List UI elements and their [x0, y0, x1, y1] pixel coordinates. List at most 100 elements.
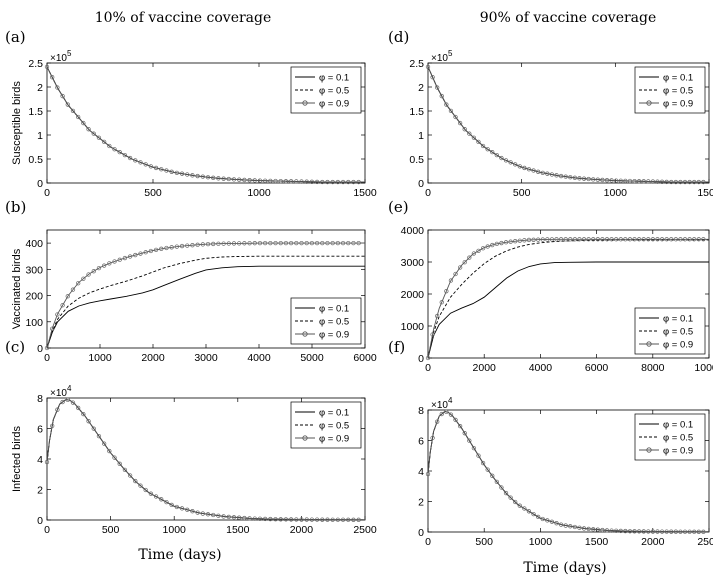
- series-point: [195, 242, 200, 247]
- series-point: [471, 135, 477, 140]
- series-point: [231, 515, 237, 520]
- series-point: [517, 503, 522, 508]
- series-point: [503, 490, 509, 496]
- series-point: [133, 252, 138, 258]
- series-point: [211, 175, 216, 180]
- series-point: [325, 517, 330, 522]
- series-point: [536, 514, 541, 520]
- series-point: [600, 527, 605, 533]
- series-point: [664, 179, 669, 185]
- series-point: [577, 237, 582, 242]
- series-point: [273, 240, 278, 246]
- series-point: [435, 419, 440, 424]
- series-point: [91, 131, 96, 136]
- y-tick-label: 2: [37, 485, 43, 497]
- series-point: [44, 459, 50, 465]
- series-point: [485, 467, 490, 472]
- legend-label: φ = 0.5: [663, 327, 693, 338]
- series-point: [91, 426, 96, 431]
- series-point: [485, 244, 490, 249]
- series-point: [526, 167, 532, 172]
- series-point: [531, 237, 536, 242]
- series-point: [673, 529, 678, 534]
- series-point: [568, 524, 573, 529]
- series-point: [430, 332, 435, 337]
- series-point: [508, 495, 513, 500]
- x-tick-label: 500: [144, 187, 162, 199]
- series-point: [143, 162, 148, 167]
- x-tick-label: 0: [44, 352, 50, 364]
- y-tick-label: 1.5: [28, 106, 43, 118]
- x-tick-label: 1500: [226, 524, 250, 536]
- x-tick-label: 2500: [697, 536, 713, 548]
- series-point: [701, 179, 706, 185]
- series-point: [122, 467, 128, 473]
- series-point: [351, 179, 356, 185]
- series-point: [586, 526, 591, 532]
- series-point: [117, 150, 122, 155]
- series-point: [148, 491, 154, 496]
- series-point: [304, 240, 309, 246]
- series-point: [211, 512, 216, 518]
- series-point: [425, 355, 431, 361]
- series-point: [107, 143, 112, 149]
- legend: φ = 0.1 φ = 0.5 φ = 0.9: [290, 401, 362, 449]
- axis-exponent: ×105: [431, 49, 453, 64]
- series-point: [205, 512, 211, 517]
- series-point: [50, 75, 55, 80]
- series-point: [549, 172, 555, 177]
- axis-exponent-power: 4: [448, 396, 453, 405]
- series-point: [304, 179, 309, 184]
- series-point: [299, 240, 304, 246]
- series-point: [86, 419, 91, 424]
- series-point: [618, 528, 623, 534]
- series-point: [499, 155, 504, 161]
- series-point: [462, 431, 467, 436]
- y-tick-label: 4: [418, 466, 424, 478]
- series-point: [356, 517, 361, 522]
- series-point: [572, 175, 578, 180]
- x-tick-label: 3000: [194, 352, 218, 364]
- series-point: [522, 238, 527, 243]
- series-point: [531, 511, 536, 517]
- series-point: [682, 179, 688, 185]
- legend: φ = 0.1 φ = 0.5 φ = 0.9: [634, 307, 706, 355]
- y-tick-label: 100: [25, 317, 43, 329]
- series-point: [226, 241, 231, 246]
- series-point: [467, 131, 472, 136]
- series-point: [623, 237, 628, 242]
- series-point: [86, 127, 91, 132]
- series-point: [138, 160, 143, 165]
- x-tick-label: 2000: [290, 524, 314, 536]
- series-point: [174, 504, 180, 510]
- series-point: [309, 517, 315, 522]
- series-point: [659, 179, 665, 184]
- series-point: [540, 516, 545, 522]
- series-point: [346, 240, 351, 246]
- axis-exponent-power: 5: [448, 49, 453, 58]
- series-point: [294, 179, 299, 184]
- series-point: [650, 237, 656, 242]
- panel-e: (e) 0 2000 4000 6000 8000 10000 0 1000 2000 3000 40…: [388, 198, 713, 374]
- series-point: [76, 405, 81, 411]
- series-point: [55, 85, 60, 90]
- legend: φ = 0.1 φ = 0.5 φ = 0.9: [634, 66, 706, 114]
- series-point: [678, 179, 683, 185]
- y-tick-label: 1000: [401, 321, 425, 333]
- series-point: [112, 259, 117, 264]
- series-point: [153, 247, 159, 252]
- x-tick-label: 0: [44, 524, 50, 536]
- panel-a: (a) 0 500 1000 1500 0 0.5 1 1.5 2 2.5 ×105 Susceptib…: [5, 28, 377, 199]
- series-point: [453, 114, 458, 120]
- series-point: [174, 244, 180, 249]
- series-point: [655, 237, 660, 242]
- series-point: [577, 525, 582, 530]
- series-point: [190, 173, 195, 178]
- series-point: [476, 248, 481, 254]
- series-point: [614, 178, 619, 183]
- series-point: [586, 237, 591, 242]
- series-point: [351, 240, 356, 246]
- x-tick-label: 0: [425, 362, 431, 374]
- series-point: [169, 245, 174, 250]
